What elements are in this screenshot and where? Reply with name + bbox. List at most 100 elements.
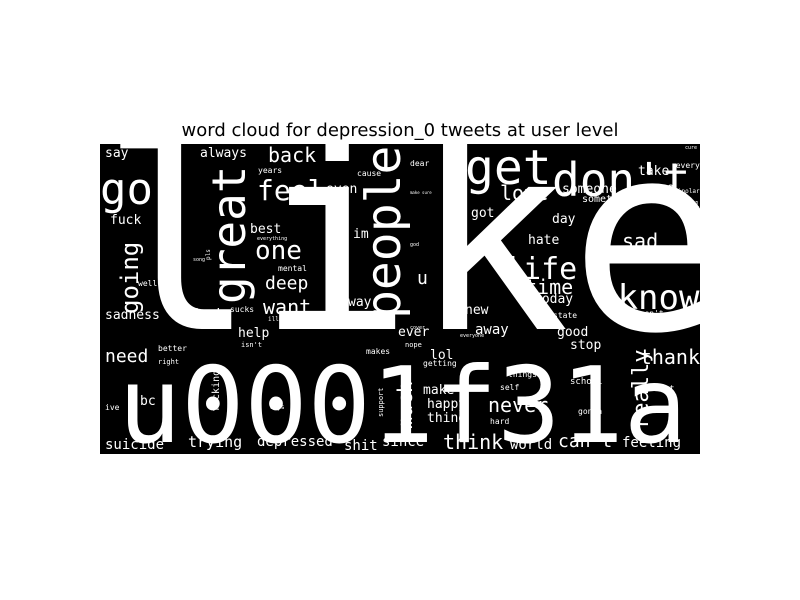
word-still: still	[676, 200, 700, 209]
word-even: even	[326, 182, 357, 197]
word-fucking: fucking	[211, 370, 222, 412]
word-hard: hard	[490, 417, 509, 426]
word-never: never	[488, 393, 548, 417]
word-got: got	[471, 206, 494, 221]
word-world: world	[510, 437, 552, 453]
word-gonna: gonna	[578, 407, 602, 416]
word-time: time	[525, 275, 573, 299]
word-take: take	[638, 164, 669, 179]
word-suicide: suicide	[105, 437, 164, 453]
word-new: new	[465, 303, 489, 318]
word-much: much	[393, 381, 417, 429]
word-makes: makes	[366, 347, 390, 356]
word-feel: feel	[257, 174, 324, 207]
word-sucks: sucks	[230, 305, 254, 314]
word-bc: bc	[140, 394, 156, 409]
word-getting: getting	[423, 359, 457, 368]
word-away: away	[475, 322, 509, 338]
word-good: good	[557, 325, 588, 340]
word-cure: cure	[685, 145, 697, 151]
word-well: well	[138, 279, 157, 288]
word-people: people	[356, 146, 412, 319]
word-love: love	[500, 181, 548, 205]
word-cause: cause	[357, 169, 381, 178]
word-days: days	[270, 404, 285, 411]
word-god: god	[410, 242, 419, 248]
word-stop: stop	[570, 338, 601, 353]
word-u0001f31a: u0001f31a	[118, 345, 687, 454]
word-bad: bad	[195, 307, 220, 323]
word-self: self	[500, 383, 519, 392]
word-best: best	[250, 222, 281, 237]
word-great: great	[202, 166, 256, 304]
word-know: know	[618, 278, 700, 318]
word-cover: cover	[410, 325, 425, 331]
word-sadness: sadness	[105, 308, 160, 323]
word-think: think	[443, 430, 503, 454]
word-every: every	[676, 161, 700, 170]
word-feeling: feeling	[622, 435, 681, 451]
word-going: going	[116, 242, 144, 314]
word-really: really	[629, 350, 654, 429]
word-song: song	[193, 257, 205, 263]
word-sad: sad	[622, 229, 658, 253]
word-today: today	[534, 292, 573, 307]
word-lol: lol	[430, 348, 453, 363]
word-2: 2	[696, 214, 700, 222]
word-state: state	[553, 311, 577, 320]
word-u: u	[417, 268, 428, 289]
word-someone: someone	[562, 182, 617, 197]
chart-title: word cloud for depression_0 tweets at us…	[181, 120, 619, 141]
word-let: let	[660, 384, 675, 393]
word-better: better	[158, 344, 187, 353]
word-make-sure: make sure	[410, 190, 432, 195]
word-hate: hate	[528, 233, 559, 248]
word-say: say	[105, 146, 129, 161]
word-mental: mental	[278, 264, 307, 273]
word-im: im	[353, 227, 369, 242]
word-don-t: don't	[552, 153, 690, 207]
word-something: something	[582, 194, 636, 205]
word-happy: happy	[427, 397, 466, 412]
word-shit: shit	[344, 438, 378, 454]
word-things: things	[508, 370, 537, 379]
word-isn-t: isn't	[241, 341, 262, 349]
word-can-t: can't	[558, 431, 612, 452]
word-day: day	[552, 212, 576, 227]
word-since: since	[382, 434, 424, 450]
word-bipolar: bipolar	[674, 188, 700, 195]
word-want: want	[263, 295, 311, 319]
word-deep: deep	[265, 273, 308, 294]
word-pls: pls	[205, 249, 212, 260]
word-back: back	[268, 144, 316, 167]
word-dear: dear	[410, 159, 429, 168]
word-thing: thing	[427, 411, 466, 426]
word-right: right	[158, 358, 179, 366]
word-see: see	[651, 181, 675, 196]
word-way: way	[348, 295, 372, 310]
word-always: always	[200, 146, 247, 161]
word-ever: ever	[398, 325, 429, 340]
word-like: like	[100, 144, 700, 391]
word-depressed: depressed	[257, 434, 333, 450]
word-go: go	[100, 164, 153, 215]
word-ive: ive	[105, 403, 120, 412]
word-illness: illness	[268, 316, 294, 323]
word-make: make	[423, 383, 454, 398]
word-everything: everything	[257, 236, 287, 242]
word-nope: nope	[405, 341, 422, 349]
word-fuck: fuck	[110, 213, 141, 228]
word-doesn-t: doesn't	[630, 309, 664, 318]
word-years: years	[258, 166, 282, 175]
word-one: one	[255, 236, 302, 266]
word-school: school	[570, 377, 603, 387]
word-get: get	[465, 144, 552, 196]
word-thank: thank	[640, 345, 700, 369]
word-cloud-background	[100, 144, 700, 454]
word-trying: trying	[188, 433, 242, 451]
word-support: support	[377, 387, 385, 417]
word-everyone: everyone	[460, 333, 484, 339]
